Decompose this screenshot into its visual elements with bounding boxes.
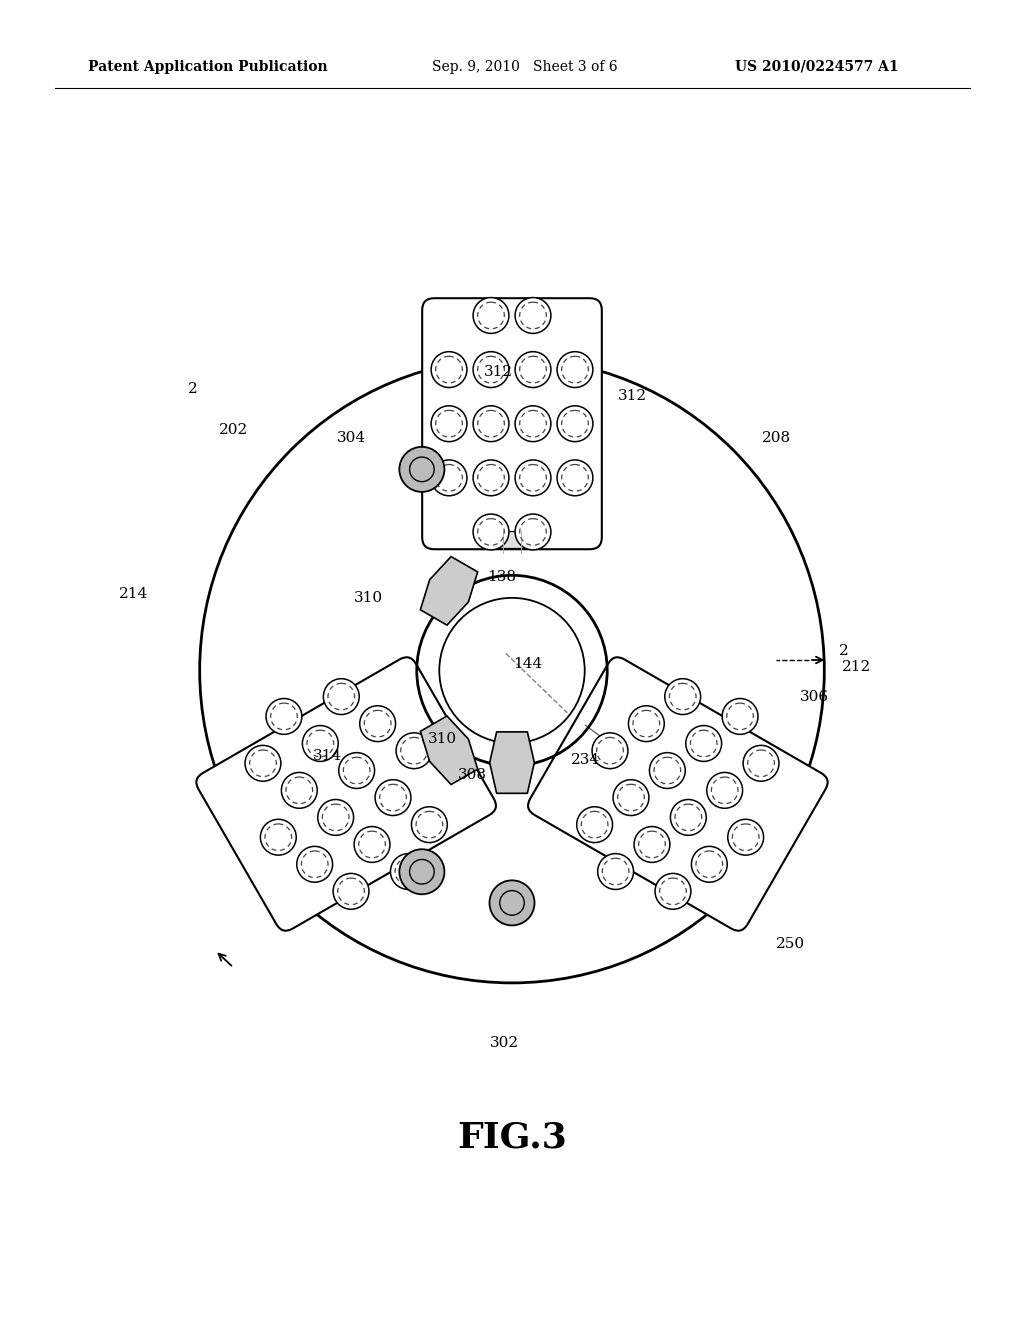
Circle shape — [557, 459, 593, 496]
Circle shape — [629, 706, 665, 742]
Circle shape — [686, 726, 722, 762]
Circle shape — [577, 807, 612, 842]
Text: 2: 2 — [839, 644, 849, 657]
Circle shape — [473, 405, 509, 442]
Circle shape — [473, 297, 509, 334]
Circle shape — [399, 447, 444, 492]
Circle shape — [592, 733, 628, 768]
Text: 144: 144 — [513, 657, 542, 671]
Text: 214: 214 — [119, 587, 147, 601]
Text: 234: 234 — [571, 754, 600, 767]
Text: 310: 310 — [354, 591, 383, 605]
Circle shape — [431, 351, 467, 388]
Text: 310: 310 — [428, 733, 457, 746]
Circle shape — [743, 746, 779, 781]
Text: 302: 302 — [490, 1036, 519, 1049]
Text: US 2010/0224577 A1: US 2010/0224577 A1 — [735, 59, 899, 74]
Circle shape — [317, 800, 353, 836]
Circle shape — [245, 746, 281, 781]
Text: 312: 312 — [618, 389, 647, 403]
Text: FIG.3: FIG.3 — [457, 1121, 567, 1155]
Circle shape — [728, 820, 764, 855]
Text: Patent Application Publication: Patent Application Publication — [88, 59, 328, 74]
Text: 306: 306 — [800, 690, 828, 704]
Circle shape — [722, 698, 758, 734]
Circle shape — [375, 780, 411, 816]
Circle shape — [515, 297, 551, 334]
Circle shape — [354, 826, 390, 862]
Polygon shape — [489, 731, 535, 793]
Circle shape — [200, 358, 824, 983]
Circle shape — [297, 846, 333, 882]
Circle shape — [282, 772, 317, 808]
Text: 138: 138 — [487, 570, 516, 583]
Circle shape — [473, 513, 509, 550]
Circle shape — [649, 752, 685, 788]
Circle shape — [655, 874, 691, 909]
Circle shape — [302, 726, 338, 762]
Circle shape — [489, 880, 535, 925]
Circle shape — [634, 826, 670, 862]
Text: 2: 2 — [187, 383, 198, 396]
Circle shape — [515, 459, 551, 496]
FancyBboxPatch shape — [528, 657, 827, 931]
Circle shape — [473, 459, 509, 496]
FancyBboxPatch shape — [197, 657, 496, 931]
Circle shape — [399, 849, 444, 894]
Circle shape — [431, 459, 467, 496]
Circle shape — [613, 780, 649, 816]
Circle shape — [598, 854, 634, 890]
Circle shape — [473, 351, 509, 388]
Circle shape — [671, 800, 707, 836]
Text: 304: 304 — [337, 432, 366, 445]
Text: 202: 202 — [219, 424, 248, 437]
Circle shape — [515, 405, 551, 442]
Circle shape — [333, 874, 369, 909]
Circle shape — [412, 807, 447, 842]
Circle shape — [324, 678, 359, 714]
Text: 208: 208 — [762, 432, 791, 445]
Text: 314: 314 — [313, 750, 342, 763]
Text: 250: 250 — [776, 937, 805, 950]
Circle shape — [665, 678, 700, 714]
Text: 212: 212 — [842, 660, 870, 673]
Text: Sep. 9, 2010   Sheet 3 of 6: Sep. 9, 2010 Sheet 3 of 6 — [432, 59, 617, 74]
Circle shape — [266, 698, 302, 734]
Polygon shape — [421, 557, 477, 626]
Polygon shape — [421, 715, 477, 784]
Circle shape — [390, 854, 426, 890]
Circle shape — [396, 733, 432, 768]
Circle shape — [557, 405, 593, 442]
Text: 312: 312 — [484, 366, 513, 379]
FancyBboxPatch shape — [422, 298, 602, 549]
Circle shape — [557, 351, 593, 388]
Circle shape — [260, 820, 296, 855]
Circle shape — [339, 752, 375, 788]
Circle shape — [691, 846, 727, 882]
Circle shape — [707, 772, 742, 808]
Circle shape — [359, 706, 395, 742]
Bar — [496, 531, 528, 548]
Circle shape — [431, 405, 467, 442]
Text: 308: 308 — [458, 768, 486, 781]
Circle shape — [515, 513, 551, 550]
Circle shape — [515, 351, 551, 388]
